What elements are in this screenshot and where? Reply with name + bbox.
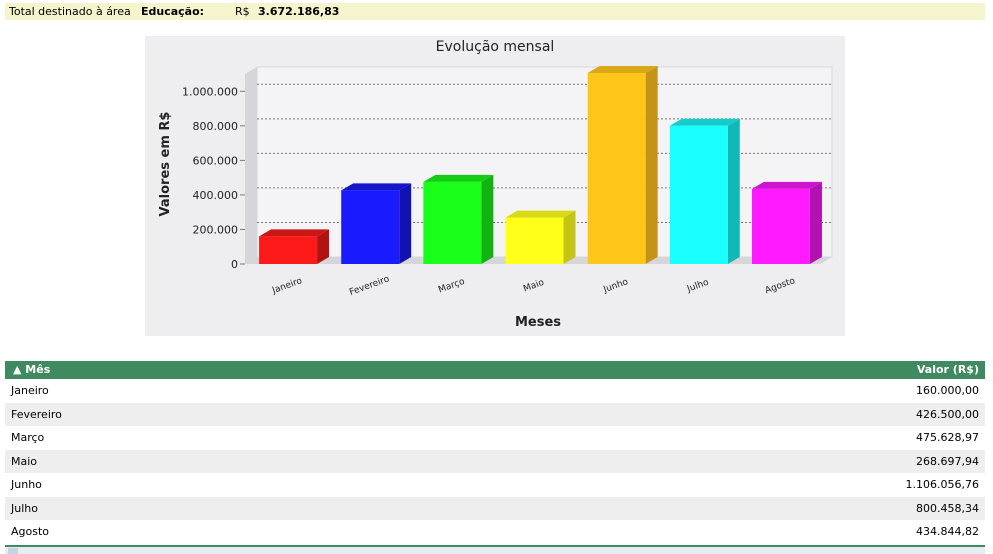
bar-front-face (423, 181, 482, 264)
table-footer-divider (5, 545, 985, 547)
bars-layer (259, 65, 822, 265)
table-row: Maio 268.697,94 (5, 449, 985, 473)
currency-symbol: R$ (235, 5, 250, 18)
table-row: Março 475.628,97 (5, 426, 985, 450)
value-cell: 268.697,94 (916, 454, 979, 468)
x-tick-label: Julho (685, 277, 711, 294)
value-column-header[interactable]: Valor (R$) (916, 363, 979, 376)
x-tick-label: Maio (522, 278, 546, 295)
bar-side-face (809, 181, 822, 264)
bar-side-face (317, 229, 330, 264)
bar-front-face (587, 72, 646, 264)
bar-front-face (259, 236, 318, 264)
table-row: Janeiro 160.000,00 (5, 379, 985, 403)
value-cell: 434.844,82 (916, 525, 979, 538)
total-amount: 3.672.186,83 (258, 5, 340, 18)
value-cell: 426.500,00 (916, 407, 979, 421)
x-tick-label: Agosto (764, 276, 797, 296)
bar-junho[interactable] (587, 65, 658, 265)
bar-agosto[interactable] (751, 181, 822, 264)
bar-março[interactable] (423, 174, 494, 264)
value-cell: 160.000,00 (916, 384, 979, 397)
bar-top-face (259, 229, 330, 237)
x-tick-label: Março (437, 277, 466, 296)
month-cell: Maio (11, 454, 38, 468)
x-tick-label: Fevereiro (348, 274, 391, 298)
plot-side-wall (245, 67, 257, 264)
bar-top-face (341, 183, 412, 191)
y-tick-label: 600.000 (193, 154, 239, 167)
table-row: Fevereiro 426.500,00 (5, 402, 985, 426)
value-cell: 800.458,34 (916, 501, 979, 515)
bar-front-face (751, 188, 810, 264)
y-axis-label: Valores em R$ (158, 112, 173, 217)
y-tick-label: 200.000 (193, 223, 239, 236)
bar-janeiro[interactable] (259, 229, 330, 264)
bar-side-face (563, 210, 576, 264)
chart-title: Evolução mensal (436, 39, 555, 55)
value-cell: 475.628,97 (916, 431, 979, 444)
total-summary-bar: Total destinado à área Educação: R$ 3.67… (5, 3, 985, 20)
bar-top-face (751, 181, 822, 189)
bar-top-face (505, 210, 576, 218)
table-row: Agosto 434.844,82 (5, 520, 985, 544)
table-footer-toolbar (5, 547, 985, 554)
month-cell: Janeiro (11, 384, 49, 397)
bar-julho[interactable] (669, 118, 740, 264)
monthly-values-table: ▲ Mês Valor (R$) Janeiro 160.000,00 Feve… (5, 361, 985, 544)
bar-chart-svg: Evolução mensal Valores em R$ Meses 0 200… (158, 39, 833, 330)
bar-front-face (505, 217, 564, 264)
month-cell: Agosto (11, 525, 50, 538)
month-cell: Junho (11, 478, 42, 491)
bar-maio[interactable] (505, 210, 576, 264)
y-tick-label: 800.000 (193, 120, 239, 133)
bar-side-face (399, 183, 412, 264)
month-cell: Julho (11, 501, 38, 515)
x-axis-label: Meses (515, 315, 561, 330)
table-row: Junho 1.106.056,76 (5, 473, 985, 497)
bar-fevereiro[interactable] (341, 183, 412, 264)
y-tick-label: 1.000.000 (182, 85, 238, 98)
bar-top-face (669, 118, 740, 126)
month-column-header[interactable]: ▲ Mês (13, 363, 51, 376)
area-name: Educação: (141, 5, 205, 18)
bar-top-face (587, 65, 658, 73)
x-tick-label: Janeiro (270, 276, 304, 296)
footer-toggle-button[interactable] (8, 548, 18, 554)
bar-side-face (481, 174, 494, 264)
table-row: Julho 800.458,34 (5, 496, 985, 520)
bar-top-face (423, 174, 494, 182)
table-header: ▲ Mês Valor (R$) (5, 361, 985, 379)
x-tick-label: Junho (601, 277, 630, 296)
y-tick-label: 400.000 (193, 189, 239, 202)
y-tick-label: 0 (231, 258, 238, 271)
bar-front-face (341, 190, 400, 264)
total-label: Total destinado à área (9, 5, 131, 18)
bar-side-face (727, 118, 740, 264)
bar-side-face (645, 65, 658, 265)
value-cell: 1.106.056,76 (905, 478, 979, 491)
monthly-chart: Evolução mensal Valores em R$ Meses 0 200… (145, 36, 845, 336)
month-cell: Março (11, 431, 45, 444)
bar-front-face (669, 125, 728, 264)
month-cell: Fevereiro (11, 407, 62, 421)
